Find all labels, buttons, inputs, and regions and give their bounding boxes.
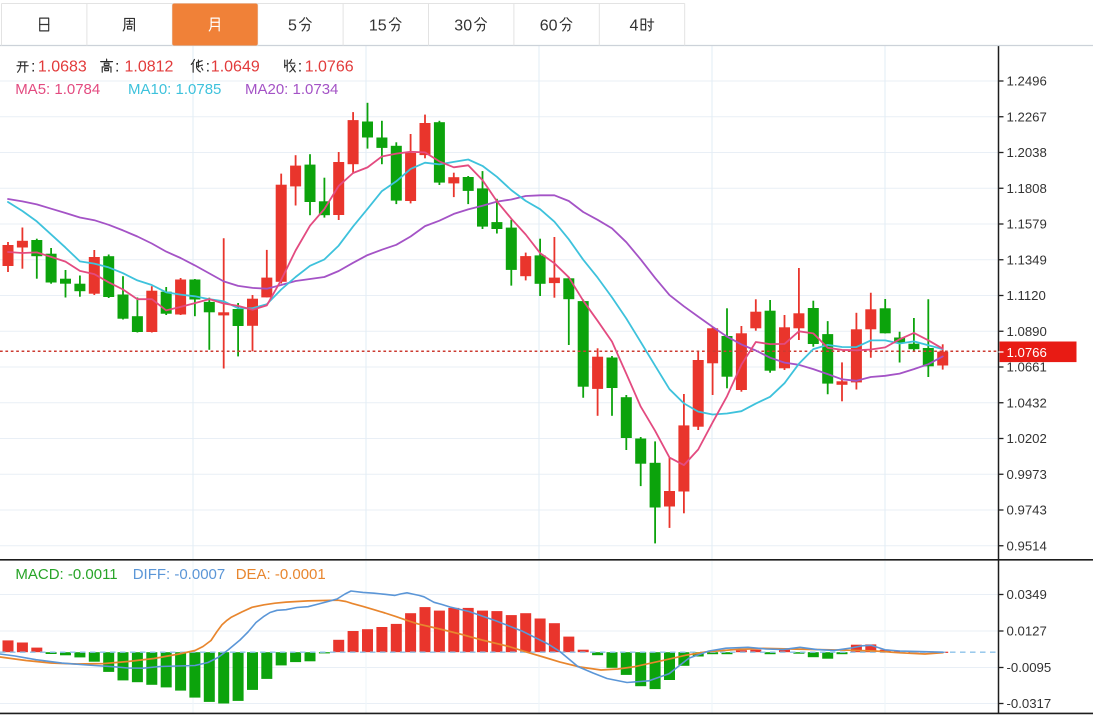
svg-text:1.2496: 1.2496 [1007,74,1047,89]
svg-text:5: 5 [288,18,297,35]
svg-text:0.0127: 0.0127 [1007,624,1047,639]
svg-text:1.0812: 1.0812 [125,59,174,76]
svg-text:1.0683: 1.0683 [38,59,87,76]
svg-text:1.0766: 1.0766 [305,59,354,76]
svg-text:1.0202: 1.0202 [1007,431,1047,446]
svg-text:0.0349: 0.0349 [1007,587,1047,602]
svg-text:1.0649: 1.0649 [211,59,260,76]
svg-text:MACD: -0.0011: MACD: -0.0011 [15,566,117,583]
svg-text:1.0432: 1.0432 [1007,395,1047,410]
svg-text:-0.0095: -0.0095 [1007,660,1052,675]
svg-text:0.9743: 0.9743 [1007,503,1047,518]
svg-text:1.1120: 1.1120 [1007,288,1046,303]
svg-text:60: 60 [540,18,558,35]
svg-text:MA20: 1.0734: MA20: 1.0734 [245,81,338,98]
svg-text::: : [298,59,302,76]
svg-text:1.2267: 1.2267 [1007,109,1047,124]
svg-text:1.2038: 1.2038 [1007,145,1047,160]
svg-text:1.1808: 1.1808 [1007,181,1047,196]
svg-text:30: 30 [454,18,472,35]
svg-text::: : [31,59,35,76]
svg-text:MA10: 1.0785: MA10: 1.0785 [128,81,221,98]
svg-text:MA5: 1.0784: MA5: 1.0784 [15,81,100,98]
svg-text:4: 4 [630,18,639,35]
svg-text:DIFF: -0.0007: DIFF: -0.0007 [133,566,226,583]
svg-text:-0.0317: -0.0317 [1007,696,1052,711]
svg-text:1.0890: 1.0890 [1007,324,1047,339]
svg-text::: : [115,59,119,76]
svg-text:1.1349: 1.1349 [1007,252,1047,267]
svg-text:1.0661: 1.0661 [1007,360,1047,375]
svg-text:0.9514: 0.9514 [1007,538,1047,553]
svg-text:DEA: -0.0001: DEA: -0.0001 [236,566,326,583]
svg-text:15: 15 [369,18,387,35]
svg-text::: : [206,59,210,76]
svg-text:0.9973: 0.9973 [1007,467,1047,482]
svg-text:1.1579: 1.1579 [1007,217,1047,232]
svg-text:1.0766: 1.0766 [1007,345,1047,360]
